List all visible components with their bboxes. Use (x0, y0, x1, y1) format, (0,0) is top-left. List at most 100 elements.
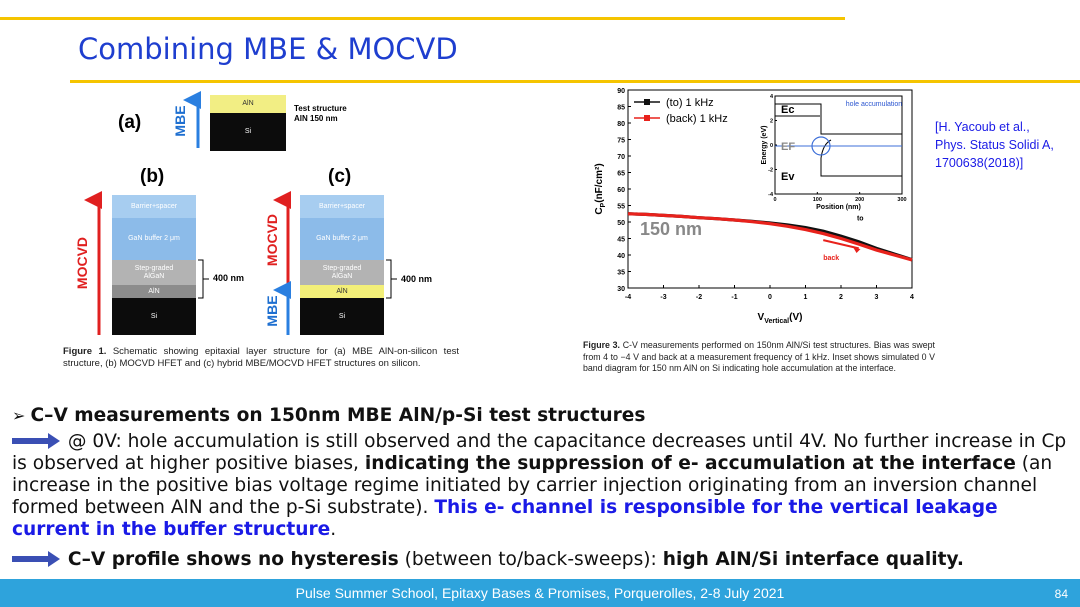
caption-text: C-V measurements performed on 150nm AlN/… (583, 340, 935, 373)
layer: Barrier+spacer (300, 195, 384, 218)
paragraph-text: C–V profile shows no hysteresis (between… (68, 549, 964, 570)
y-tick-label: 90 (617, 88, 625, 95)
caption-lead: Figure 3. (583, 340, 620, 350)
panel-label: (b) (140, 166, 165, 187)
thickness: 400 nm (401, 274, 433, 284)
y-tick-label: 65 (617, 171, 625, 178)
inset-y-tick-label: -2 (768, 168, 773, 174)
legend-label: (to) 1 kHz (666, 97, 714, 109)
layer: Step-graded AlGaN (300, 260, 384, 285)
text-run: C–V measurements on 150nm MBE AlN/p-Si t… (30, 405, 646, 426)
layer: AlN (300, 285, 384, 298)
inset-x-tick-label: 300 (897, 197, 906, 203)
inset-x-tick-label: 0 (773, 197, 776, 203)
layer: Si (112, 298, 196, 335)
paragraph: C–V profile shows no hysteresis (between… (12, 549, 1070, 571)
text-run: . (330, 519, 337, 540)
y-tick-label: 40 (617, 253, 625, 260)
y-tick-label: 35 (617, 270, 625, 277)
legend-label: (back) 1 kHz (666, 113, 728, 125)
bracket (198, 259, 209, 299)
layer: AlN (112, 285, 196, 298)
legend-marker (644, 99, 650, 105)
y-tick-label: 85 (617, 105, 625, 112)
text-run: high AlN/Si interface quality. (662, 549, 964, 570)
text-run: (between to/back-sweeps): (398, 549, 663, 570)
slide-title: Combining MBE & MOCVD (78, 32, 458, 66)
bullet-text: C–V measurements on 150nm MBE AlN/p-Si t… (31, 405, 646, 426)
text-run: indicating the suppression of e- accumul… (364, 453, 1016, 474)
inset-y-tick-label: 4 (770, 94, 774, 100)
series-line (627, 212, 913, 262)
inset-x-tick-label: 100 (813, 197, 822, 203)
layer: GaN buffer 2 μm (112, 218, 196, 260)
x-tick-label: 4 (910, 294, 914, 301)
highlight (811, 136, 831, 156)
axis-label-part: (V) (789, 312, 802, 323)
title-rule (70, 80, 1080, 83)
x-tick-label: -3 (660, 294, 666, 301)
axis-label-part: Vertical (764, 318, 789, 325)
layer: GaN buffer 2 μm (300, 218, 384, 260)
inset-x-tick-label: 200 (855, 197, 864, 203)
legend-marker (644, 115, 650, 121)
x-tick-label: -4 (625, 294, 631, 301)
panel-label: (c) (328, 166, 352, 187)
inset-note: hole accumulation (846, 101, 903, 108)
layer: AlN (210, 95, 286, 113)
axis-label-part: C (594, 207, 605, 214)
stack-a: AlN Si (210, 95, 286, 151)
bullet: ➢ C–V measurements on 150nm MBE AlN/p-Si… (12, 405, 1070, 427)
annotation: to (857, 215, 864, 222)
inset-x-label: Position (nm) (816, 204, 861, 211)
band-ec (775, 103, 902, 135)
band-label: Ev (781, 171, 795, 183)
text-run: C–V profile shows no hysteresis (67, 549, 399, 570)
schematic-arrows (84, 91, 397, 335)
x-tick-label: 0 (768, 294, 772, 301)
band-label: EF (781, 141, 795, 153)
annotation-arrowhead (853, 248, 861, 254)
stack-b: Barrier+spacer GaN buffer 2 μm Step-grad… (112, 195, 196, 335)
inset-y-tick-label: 0 (770, 143, 773, 149)
band-ev (775, 115, 902, 177)
x-tick-label: 2 (839, 294, 843, 301)
y-tick-label: 80 (617, 121, 625, 128)
arrow-icon (12, 551, 60, 567)
axis-label-part: P (600, 202, 607, 207)
y-tick-label: 75 (617, 138, 625, 145)
x-tick-label: -1 (731, 294, 737, 301)
inset-y-label: Energy (eV) (761, 126, 768, 165)
x-tick-label: 3 (875, 294, 879, 301)
note-line: Test structure (294, 104, 347, 113)
citation: [H. Yacoub et al., Phys. Status Solidi A… (935, 118, 1054, 172)
y-tick-label: 60 (617, 187, 625, 194)
y-tick-label: 30 (617, 286, 625, 293)
stack-c: Barrier+spacer GaN buffer 2 μm Step-grad… (300, 195, 384, 335)
citation-line: [H. Yacoub et al., (935, 120, 1030, 134)
note: Test structure AlN 150 nm (294, 104, 347, 124)
thickness: 400 nm (213, 273, 245, 283)
x-tick-label: -2 (696, 294, 702, 301)
layer: Si (300, 298, 384, 335)
panel-label: (a) (118, 112, 142, 133)
annotation: 150 nm (640, 219, 702, 239)
text-run: (an increase in the positive bias voltag… (12, 453, 1053, 518)
y-tick-label: 70 (617, 154, 625, 161)
bullet-glyph: ➢ (12, 406, 31, 425)
citation-line: Phys. Status Solidi A, (935, 138, 1054, 152)
band-label: Ec (781, 104, 794, 116)
axis-label-part: (nF/cm²) (594, 163, 605, 202)
caption-lead: Figure 1. (63, 346, 107, 357)
figure-caption: Figure 1. Schematic showing epitaxial la… (63, 346, 459, 370)
x-tick-label: 1 (804, 294, 808, 301)
y-tick-label: 50 (617, 220, 625, 227)
bracket (386, 259, 397, 299)
inset-y-tick-label: 2 (770, 119, 773, 125)
x-axis-label: VVertical(V) (758, 312, 803, 325)
text-run: This e- channel is responsible for the v… (12, 497, 998, 540)
annotation-arrow (823, 239, 859, 250)
footer: Pulse Summer School, Epitaxy Bases & Pro… (0, 579, 1080, 607)
